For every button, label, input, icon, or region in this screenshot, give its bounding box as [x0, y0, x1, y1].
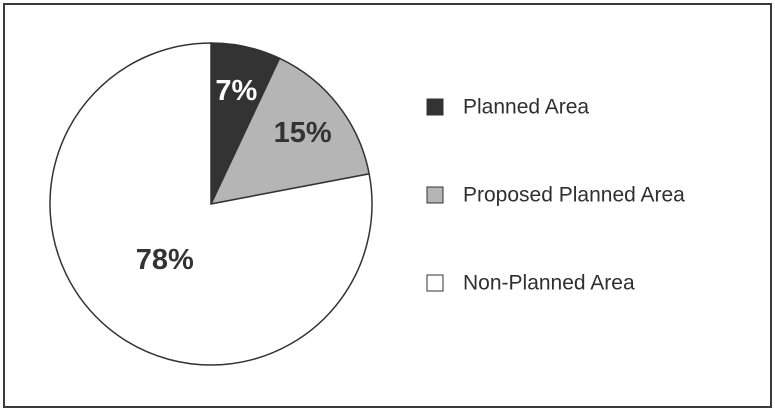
legend: Planned Area Proposed Planned Area Non-Pla… — [426, 96, 685, 295]
legend-swatch — [426, 98, 444, 116]
legend-item: Non-Planned Area — [426, 272, 635, 295]
pie-slice-labels: 7% 15% 78% — [136, 75, 332, 276]
legend-swatch — [426, 186, 444, 204]
legend-item: Planned Area — [426, 96, 589, 119]
pie-slice-proposed-planned-area — [209, 57, 371, 206]
legend-item: Proposed Planned Area — [426, 184, 685, 207]
pie-slices — [49, 42, 373, 366]
legend-label: Proposed Planned Area — [463, 184, 685, 207]
slice-value-label: 15% — [274, 117, 332, 149]
slice-value-label: 78% — [136, 244, 194, 276]
legend-label: Planned Area — [463, 96, 589, 119]
pie-slice-non-planned-area — [49, 42, 373, 366]
slice-value-label: 7% — [215, 75, 257, 107]
legend-label: Non-Planned Area — [463, 272, 635, 295]
legend-swatch — [426, 274, 444, 292]
